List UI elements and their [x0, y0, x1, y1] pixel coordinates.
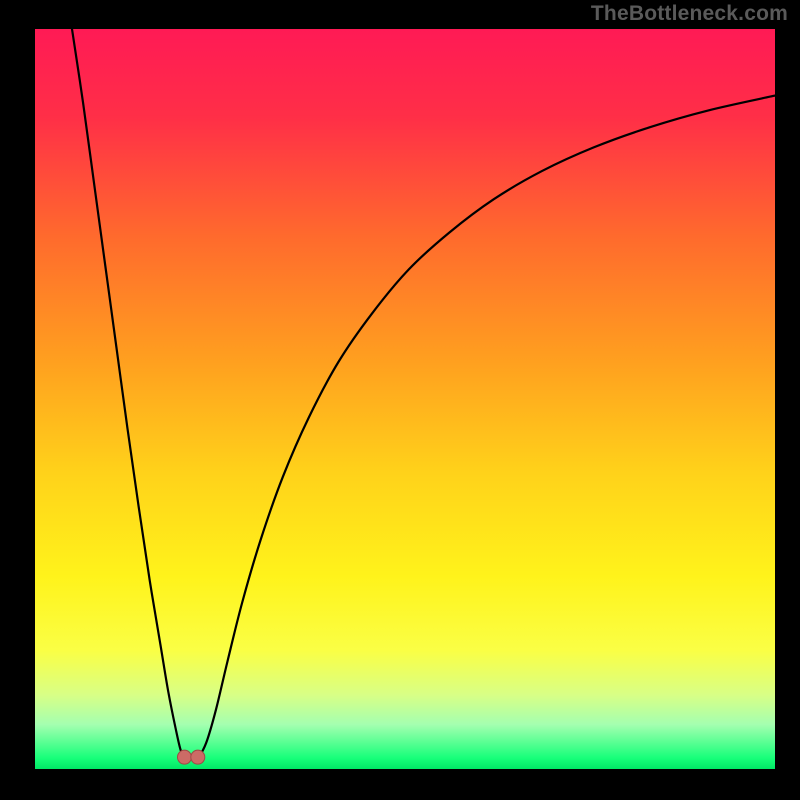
watermark-text: TheBottleneck.com: [591, 2, 788, 26]
curve-layer: [35, 29, 775, 769]
minimum-marker-1: [177, 750, 191, 764]
chart-canvas: TheBottleneck.com: [0, 0, 800, 800]
plot-area: [35, 29, 775, 769]
bottleneck-curve: [72, 29, 775, 759]
minimum-marker-2: [191, 750, 205, 764]
